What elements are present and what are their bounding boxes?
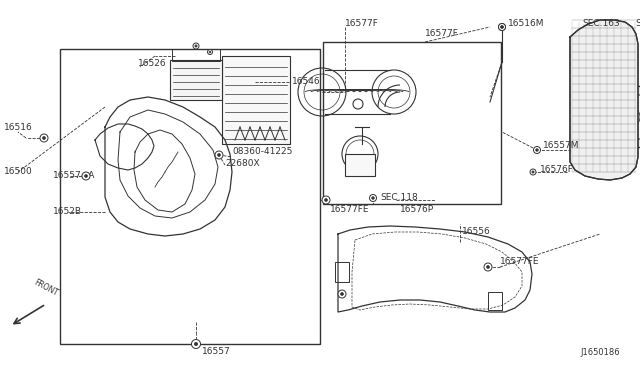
Bar	[222, 56, 290, 144]
Circle shape	[598, 85, 640, 149]
Circle shape	[324, 199, 328, 202]
Circle shape	[193, 43, 199, 49]
Text: 16546: 16546	[292, 77, 321, 87]
Circle shape	[84, 174, 88, 177]
Circle shape	[82, 172, 90, 180]
Text: 16557+A: 16557+A	[53, 171, 95, 180]
Circle shape	[530, 169, 536, 175]
Polygon shape	[570, 20, 638, 180]
Text: 16516: 16516	[4, 122, 33, 131]
Circle shape	[484, 263, 492, 271]
Circle shape	[40, 134, 48, 142]
Text: 16576F: 16576F	[540, 166, 574, 174]
Text: 16500: 16500	[4, 167, 33, 176]
Circle shape	[353, 99, 363, 109]
Circle shape	[369, 195, 376, 202]
Circle shape	[340, 292, 344, 295]
Text: 08360-41225: 08360-41225	[232, 148, 292, 157]
Circle shape	[191, 340, 200, 349]
Circle shape	[372, 197, 374, 199]
Circle shape	[195, 342, 198, 346]
Text: 16577F: 16577F	[345, 19, 379, 29]
Circle shape	[536, 149, 538, 151]
Text: 16516M: 16516M	[508, 19, 545, 29]
Circle shape	[499, 23, 506, 31]
Circle shape	[532, 171, 534, 173]
Circle shape	[218, 154, 221, 157]
Circle shape	[606, 93, 640, 141]
Circle shape	[207, 49, 212, 55]
Text: 16577F: 16577F	[425, 29, 459, 38]
Circle shape	[620, 107, 640, 127]
Circle shape	[534, 147, 541, 154]
Circle shape	[500, 26, 503, 28]
Text: 16577FE: 16577FE	[500, 257, 540, 266]
Circle shape	[209, 51, 211, 53]
Bar	[488, 292, 502, 310]
Circle shape	[195, 45, 197, 47]
Text: 1652B: 1652B	[53, 208, 82, 217]
Bar	[60, 49, 320, 344]
Bar	[345, 154, 375, 176]
Text: 16576P: 16576P	[400, 205, 434, 215]
Circle shape	[338, 290, 346, 298]
Circle shape	[322, 196, 330, 204]
Circle shape	[215, 151, 223, 159]
Text: J1650186: J1650186	[580, 348, 620, 357]
Text: 16557M: 16557M	[543, 141, 579, 151]
Text: 16556: 16556	[462, 228, 491, 237]
Text: FRONT: FRONT	[33, 278, 60, 298]
Circle shape	[42, 137, 45, 140]
Bar	[172, 49, 220, 61]
Bar	[335, 262, 349, 282]
Text: 16577FE: 16577FE	[330, 205, 369, 215]
Bar	[323, 42, 501, 204]
Text: 22680X: 22680X	[225, 160, 260, 169]
Bar	[170, 60, 222, 100]
Circle shape	[486, 266, 490, 269]
Text: SEC.118: SEC.118	[380, 193, 418, 202]
Text: SEC.140: SEC.140	[635, 19, 640, 29]
Text: 16557: 16557	[202, 347, 231, 356]
Text: SEC.163: SEC.163	[582, 19, 620, 29]
Circle shape	[500, 26, 503, 28]
Text: 16526: 16526	[138, 60, 166, 68]
Circle shape	[499, 23, 506, 31]
